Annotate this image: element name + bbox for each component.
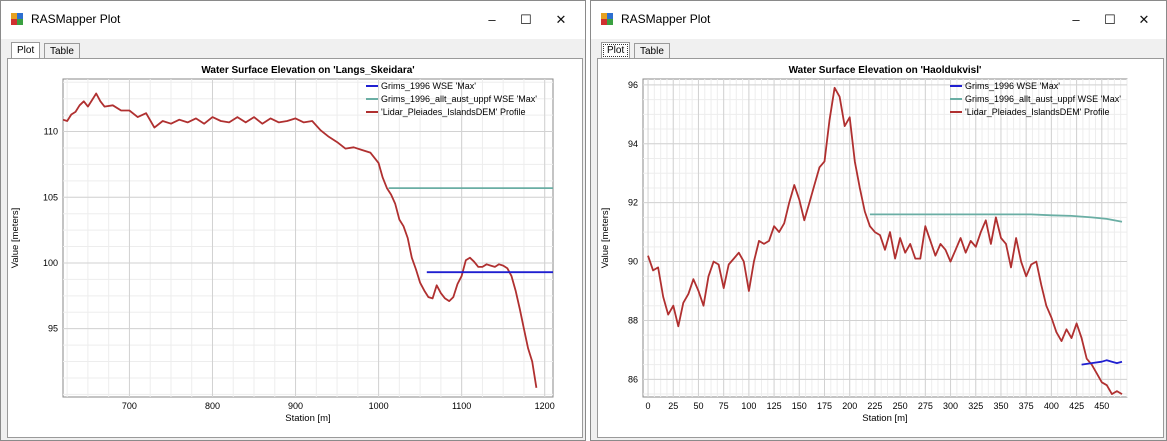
y-axis-label: Value [meters]	[600, 208, 611, 269]
series-line-2	[63, 92, 538, 388]
y-tick-label: 96	[628, 80, 638, 90]
plot-window-right: RASMapper Plot – ☐ ✕ Plot Table 0 25 50 75 1…	[590, 0, 1167, 441]
x-tick-label: 450	[1094, 401, 1109, 411]
chart-langs-skeidara: 700 800 900 1000 1100 1200 95 100 105 110 Water Su…	[10, 65, 555, 424]
maximize-button[interactable]: ☐	[520, 12, 532, 27]
window-title: RASMapper Plot	[621, 12, 711, 26]
x-tick-label: 375	[1019, 401, 1034, 411]
plot-panel: 700 800 900 1000 1100 1200 95 100 105 110 Water Su…	[7, 58, 583, 438]
x-axis-label: Station [m]	[862, 413, 907, 424]
series-line-1	[869, 213, 1123, 223]
x-tick-label: 175	[817, 401, 832, 411]
rasmapper-app-icon	[601, 13, 613, 25]
plot-panel: 0 25 50 75 100 125 150 175 200 225 250 275 300 325 350…	[597, 58, 1164, 438]
x-tick-label: 200	[842, 401, 857, 411]
x-tick-label: 25	[668, 401, 678, 411]
chart-title: Water Surface Elevation on 'Langs_Skeida…	[201, 65, 414, 76]
legend-label: Grims_1996_allt_aust_uppf WSE 'Max'	[381, 94, 537, 104]
y-tick-label: 105	[43, 192, 58, 202]
y-axis-label: Value [meters]	[10, 208, 21, 269]
plot-area	[62, 78, 554, 398]
window-title: RASMapper Plot	[31, 12, 121, 26]
series-line-2	[647, 86, 1123, 395]
title-bar: RASMapper Plot – ☐ ✕	[1, 1, 585, 39]
x-tick-label: 250	[893, 401, 908, 411]
plot-window-left: RASMapper Plot – ☐ ✕ Plot Table 700 800 90…	[0, 0, 586, 441]
tab-plot[interactable]: Plot	[11, 42, 41, 59]
chart-title: Water Surface Elevation on 'Haoldukvisl'	[789, 65, 982, 76]
x-tick-label: 350	[993, 401, 1008, 411]
x-tick-label: 50	[693, 401, 703, 411]
y-tick-label: 110	[44, 127, 58, 137]
x-tick-label: 1100	[452, 401, 471, 411]
tab-plot[interactable]: Plot	[601, 42, 631, 59]
maximize-button[interactable]: ☐	[1104, 12, 1116, 27]
legend-label: 'Lidar_Pleiades_IslandsDEM' Profile	[381, 107, 526, 117]
tab-table[interactable]: Table	[44, 43, 80, 58]
x-tick-label: 300	[943, 401, 958, 411]
rasmapper-app-icon	[11, 13, 23, 25]
chart-haoldukvisl: 0 25 50 75 100 125 150 175 200 225 250 275 300 325 350…	[600, 65, 1128, 424]
x-tick-label: 900	[288, 401, 303, 411]
close-button[interactable]: ✕	[555, 12, 567, 27]
y-tick-label: 95	[48, 324, 58, 334]
title-bar: RASMapper Plot – ☐ ✕	[591, 1, 1166, 39]
x-tick-label: 800	[205, 401, 220, 411]
x-tick-label: 700	[122, 401, 137, 411]
y-tick-label: 86	[628, 374, 638, 384]
x-tick-label: 1200	[535, 401, 555, 411]
legend-label: Grims_1996 WSE 'Max'	[965, 81, 1060, 91]
minimize-button[interactable]: –	[1072, 12, 1080, 27]
x-tick-label: 1000	[369, 401, 389, 411]
x-tick-label: 125	[767, 401, 782, 411]
x-tick-label: 75	[719, 401, 729, 411]
series-line-0	[1081, 359, 1123, 366]
minimize-button[interactable]: –	[488, 12, 496, 27]
tab-table[interactable]: Table	[634, 43, 670, 58]
y-tick-label: 94	[628, 139, 638, 149]
y-tick-label: 92	[628, 198, 638, 208]
legend-label: 'Lidar_Pleiades_IslandsDEM' Profile	[965, 107, 1110, 117]
close-button[interactable]: ✕	[1138, 12, 1150, 27]
plot-area	[642, 78, 1128, 398]
x-tick-label: 100	[741, 401, 756, 411]
legend-label: Grims_1996_allt_aust_uppf WSE 'Max'	[965, 94, 1121, 104]
y-tick-label: 88	[628, 315, 638, 325]
x-tick-label: 425	[1069, 401, 1084, 411]
x-tick-label: 225	[867, 401, 882, 411]
x-tick-label: 275	[918, 401, 933, 411]
x-tick-label: 325	[968, 401, 983, 411]
x-tick-label: 400	[1044, 401, 1059, 411]
x-tick-label: 150	[792, 401, 807, 411]
y-tick-label: 90	[628, 257, 638, 267]
legend-label: Grims_1996 WSE 'Max'	[381, 81, 476, 91]
x-axis-label: Station [m]	[285, 413, 330, 424]
x-tick-label: 0	[646, 401, 651, 411]
y-tick-label: 100	[43, 258, 58, 268]
